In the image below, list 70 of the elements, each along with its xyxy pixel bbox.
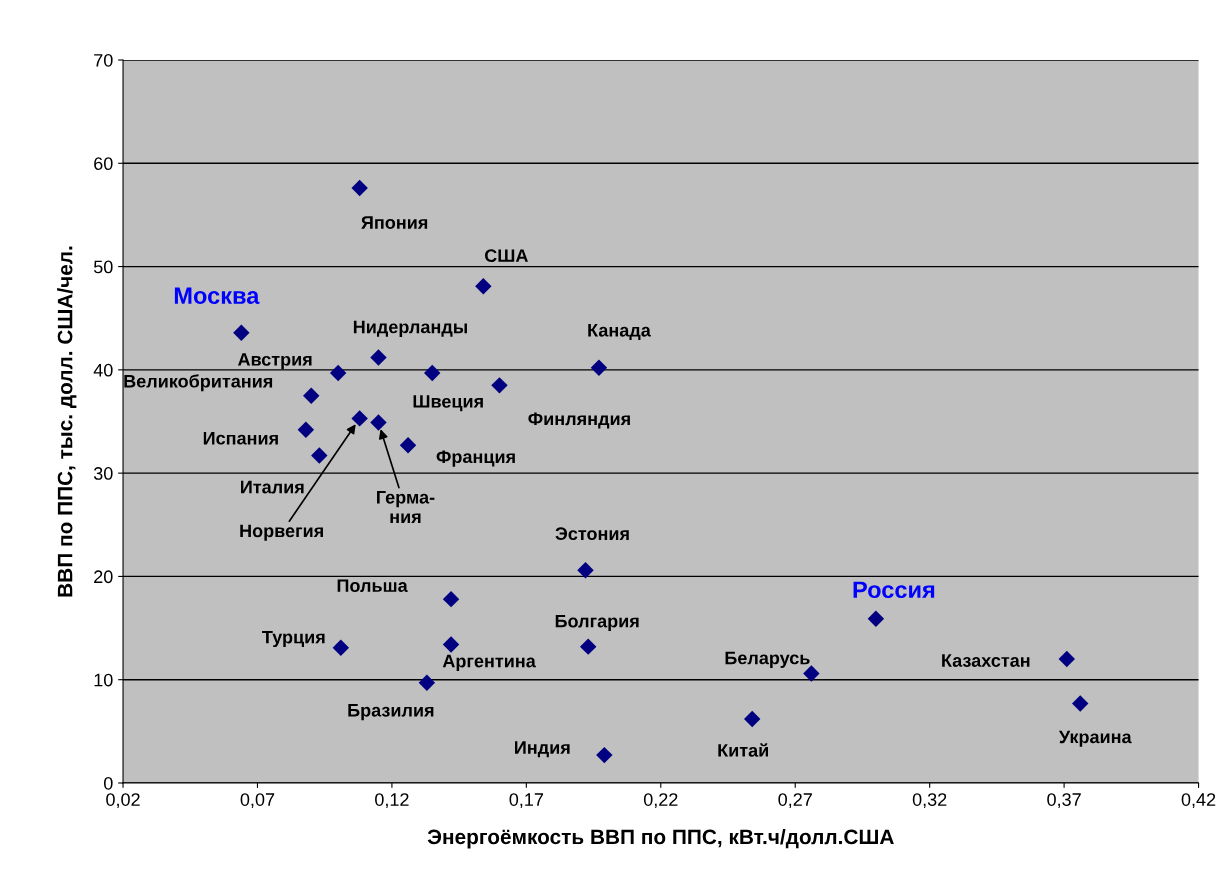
annotation: Эстония xyxy=(555,527,629,541)
annotation: Франция xyxy=(436,450,515,467)
x-tick-label: 0,37 xyxy=(1047,793,1081,809)
point xyxy=(579,638,597,655)
annotation: Польша xyxy=(337,579,408,592)
annotation: Испания xyxy=(203,432,278,445)
x-tick-label: 0,42 xyxy=(1181,793,1216,809)
annotation: Австрия xyxy=(237,353,312,370)
point xyxy=(370,349,387,366)
point xyxy=(351,410,368,427)
point xyxy=(233,324,250,341)
annotation: США xyxy=(484,249,528,263)
annotation: Норвегия xyxy=(240,524,323,541)
y-tick-label: 40 xyxy=(93,363,113,377)
x-tick-label: 0,27 xyxy=(778,793,812,809)
annotation: Турция xyxy=(262,630,325,648)
y-tick-label: 10 xyxy=(94,673,113,687)
y-tick-label: 0 xyxy=(103,776,113,790)
y-tick-label: 60 xyxy=(94,157,113,171)
point xyxy=(332,639,350,656)
annotation: Аргентина xyxy=(442,654,536,671)
point xyxy=(351,179,368,197)
x-tick-label: 0,22 xyxy=(643,793,678,809)
y-axis-title: ВВП по ППС, тыс. долл. США/чел. xyxy=(57,246,77,597)
point xyxy=(418,674,436,692)
point xyxy=(442,636,460,653)
point xyxy=(867,610,885,627)
annotation: Беларусь xyxy=(725,651,810,668)
y-tick-label: 30 xyxy=(93,467,113,480)
annotation: Китай xyxy=(718,743,769,757)
annotation: Канада xyxy=(588,324,651,341)
point xyxy=(1058,650,1076,668)
annotation: Украина xyxy=(1058,730,1132,747)
point xyxy=(442,590,460,608)
point xyxy=(370,414,387,431)
point xyxy=(475,277,492,295)
y-tick-label: 70 xyxy=(94,53,113,67)
x-tick-label: 0,17 xyxy=(509,793,544,809)
point xyxy=(303,387,320,404)
annotation: Герма- ния xyxy=(377,491,435,523)
x-tick-label: 0,02 xyxy=(106,793,140,809)
point xyxy=(743,710,761,728)
annotation: Нидерланды xyxy=(353,320,467,337)
annotation: Казахстан xyxy=(942,654,1030,667)
annotation: Бразилия xyxy=(348,704,434,721)
annotation: Россия xyxy=(853,581,935,599)
x-tick-label: 0,07 xyxy=(240,793,275,809)
point xyxy=(1072,695,1089,712)
point xyxy=(311,447,328,464)
point xyxy=(577,562,594,579)
annotation: Япония xyxy=(361,216,428,229)
point xyxy=(590,359,608,377)
annotation: Индия xyxy=(515,741,570,758)
annotation: Швеция xyxy=(413,395,483,412)
point xyxy=(399,437,417,454)
point xyxy=(596,746,613,764)
point xyxy=(424,364,441,382)
x-axis-title: Энергоёмкость ВВП по ППС, кВт.ч/долл.США xyxy=(427,828,894,849)
annotation: Великобритания xyxy=(124,374,273,392)
y-tick-label: 50 xyxy=(93,260,113,274)
y-tick-label: 20 xyxy=(94,570,113,584)
annotation: Финляндия xyxy=(528,412,630,429)
annotation: Болгария xyxy=(555,614,639,632)
point xyxy=(491,377,508,394)
x-tick-label: 0,32 xyxy=(912,793,947,809)
point xyxy=(297,421,315,438)
point xyxy=(329,364,347,382)
annotation: Москва xyxy=(174,287,260,305)
x-tick-label: 0,12 xyxy=(375,793,409,809)
annotation: Италия xyxy=(241,480,304,494)
